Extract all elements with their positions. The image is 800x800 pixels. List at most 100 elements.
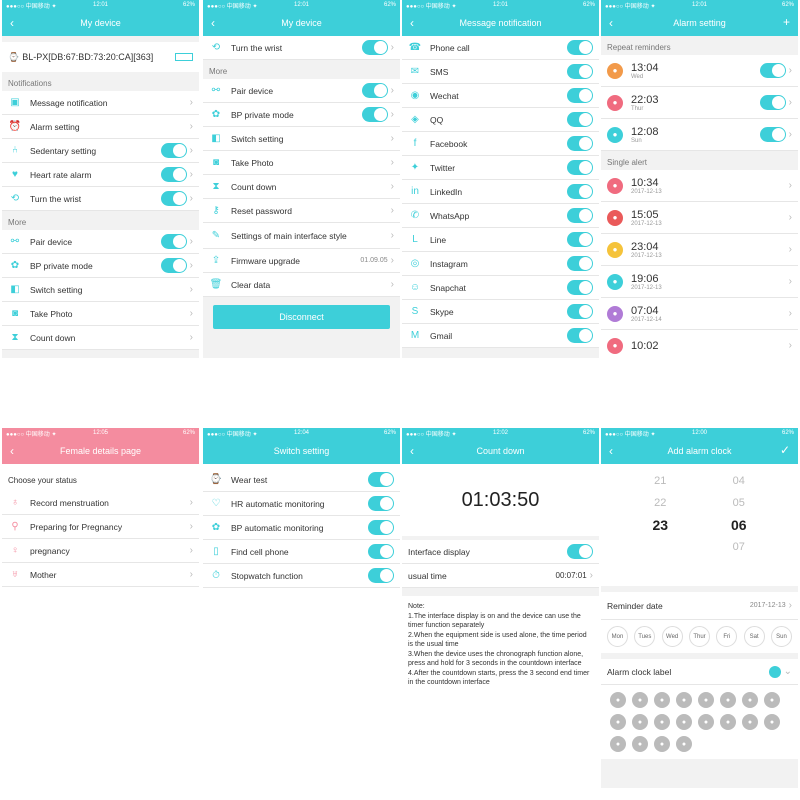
row-wear-test[interactable]: ⌚ Wear test	[203, 468, 400, 492]
row-count-down[interactable]: ⧗ Count down ›	[2, 326, 199, 350]
row-app-notification[interactable]: ✆ WhatsApp	[402, 204, 599, 228]
toggle-switch[interactable]	[759, 95, 786, 110]
row-app-notification[interactable]: ✦ Twitter	[402, 156, 599, 180]
day-sun[interactable]: Sun	[770, 626, 792, 647]
toggle-switch[interactable]	[160, 167, 187, 182]
add-icon[interactable]: +	[782, 15, 790, 29]
toggle-switch[interactable]	[567, 40, 593, 55]
time-picker[interactable]: 21 22 23 04 05 06 07	[601, 464, 798, 586]
toggle-switch[interactable]	[567, 304, 593, 319]
row-app-notification[interactable]: ◈ QQ	[402, 108, 599, 132]
row-app-notification[interactable]: in LinkedIn	[402, 180, 599, 204]
label-option-icon[interactable]: ●	[632, 692, 648, 708]
row-usual-time[interactable]: usual time 00:07:01 ›	[402, 564, 599, 588]
row-switch-setting[interactable]: ◧ Switch setting ›	[2, 278, 199, 302]
label-option-icon[interactable]: ●	[720, 714, 736, 730]
row-sedentary[interactable]: ⑃ Sedentary setting ›	[2, 139, 199, 163]
back-icon[interactable]: ‹	[10, 16, 14, 30]
hour-selected[interactable]: 23	[652, 517, 669, 533]
confirm-icon[interactable]: ✓	[779, 443, 790, 457]
alarm-item[interactable]: ● 10:02 ›	[601, 330, 798, 358]
toggle-switch[interactable]	[759, 63, 786, 78]
label-option-icon[interactable]: ●	[676, 736, 692, 752]
toggle-switch[interactable]	[567, 208, 593, 223]
row-app-notification[interactable]: ✉ SMS	[402, 60, 599, 84]
label-option-icon[interactable]: ●	[764, 692, 780, 708]
row-turn-wrist[interactable]: ⟲ Turn the wrist ›	[2, 187, 199, 211]
toggle-switch[interactable]	[368, 520, 394, 535]
toggle-switch[interactable]	[567, 64, 593, 79]
row-find-phone[interactable]: ▯ Find cell phone	[203, 540, 400, 564]
back-icon[interactable]: ‹	[410, 444, 414, 458]
row-stopwatch[interactable]: ⏱ Stopwatch function	[203, 564, 400, 588]
alarm-item[interactable]: ● 10:34 2017-12-13 ›	[601, 170, 798, 202]
row-app-notification[interactable]: ☎ Phone call	[402, 36, 599, 60]
alarm-item[interactable]: ● 23:04 2017-12-13 ›	[601, 234, 798, 266]
toggle-switch[interactable]	[160, 234, 187, 249]
day-thu[interactable]: Thur	[688, 626, 710, 647]
label-option-icon[interactable]: ●	[610, 736, 626, 752]
alarm-item[interactable]: ● 22:03 Thur ›	[601, 87, 798, 119]
day-wed[interactable]: Wed	[661, 626, 683, 647]
toggle-switch[interactable]	[368, 472, 394, 487]
minute-option[interactable]: 04	[732, 475, 745, 487]
day-fri[interactable]: Fri	[716, 626, 738, 647]
row-alarm-label[interactable]: Alarm clock label ⌄	[601, 659, 798, 685]
label-option-icon[interactable]: ●	[654, 736, 670, 752]
toggle-switch[interactable]	[567, 112, 593, 127]
row-pair-device[interactable]: ⚯ Pair device ›	[2, 230, 199, 254]
alarm-item[interactable]: ● 19:06 2017-12-13 ›	[601, 266, 798, 298]
alarm-item[interactable]: ● 07:04 2017-12-14 ›	[601, 298, 798, 330]
row-heart-rate[interactable]: ♥ Heart rate alarm ›	[2, 163, 199, 187]
row-reset-password[interactable]: ⚷ Reset password ›	[203, 199, 400, 223]
hour-option[interactable]: 21	[654, 475, 667, 487]
row-turn-wrist[interactable]: ⟲ Turn the wrist ›	[203, 36, 400, 60]
row-app-notification[interactable]: S Skype	[402, 300, 599, 324]
toggle-switch[interactable]	[368, 568, 394, 583]
row-reminder-date[interactable]: Reminder date 2017-12-13 ›	[601, 592, 798, 620]
back-icon[interactable]: ‹	[609, 16, 613, 30]
minute-wheel[interactable]: 04 05 06 07	[731, 470, 747, 580]
label-option-icon[interactable]: ●	[764, 714, 780, 730]
toggle-switch[interactable]	[759, 127, 786, 142]
row-switch-setting[interactable]: ◧ Switch setting ›	[203, 127, 400, 151]
minute-option[interactable]: 05	[732, 497, 745, 509]
toggle-switch[interactable]	[160, 191, 187, 206]
row-app-notification[interactable]: ◉ Wechat	[402, 84, 599, 108]
alarm-item[interactable]: ● 12:08 Sun ›	[601, 119, 798, 151]
row-firmware-upgrade[interactable]: ⇪ Firmware upgrade 01.09.05 ›	[203, 249, 400, 273]
day-mon[interactable]: Mon	[607, 626, 628, 647]
minute-option[interactable]	[731, 558, 747, 580]
row-app-notification[interactable]: L Line	[402, 228, 599, 252]
label-option-icon[interactable]: ●	[610, 714, 626, 730]
label-option-icon[interactable]: ●	[720, 692, 736, 708]
toggle-switch[interactable]	[567, 256, 593, 271]
toggle-switch[interactable]	[368, 544, 394, 559]
toggle-switch[interactable]	[361, 83, 388, 98]
row-count-down[interactable]: ⧗ Count down ›	[203, 175, 400, 199]
row-hr-monitoring[interactable]: ♡ HR automatic monitoring	[203, 492, 400, 516]
label-option-icon[interactable]: ●	[632, 736, 648, 752]
hour-option[interactable]	[652, 558, 668, 580]
row-bp-private[interactable]: ✿ BP private mode ›	[2, 254, 199, 278]
row-main-interface-style[interactable]: ✎ Settings of main interface style ›	[203, 223, 400, 249]
minute-option[interactable]: 07	[732, 541, 745, 553]
row-pregnancy[interactable]: ♀ pregnancy ›	[2, 539, 199, 563]
label-option-icon[interactable]: ●	[654, 692, 670, 708]
device-row[interactable]: ⌚ BL-PX[DB:67:BD:73:20:CA][363]	[2, 42, 199, 72]
alarm-item[interactable]: ● 15:05 2017-12-13 ›	[601, 202, 798, 234]
label-option-icon[interactable]: ●	[742, 714, 758, 730]
label-option-icon[interactable]: ●	[698, 714, 714, 730]
row-app-notification[interactable]: ◎ Instagram	[402, 252, 599, 276]
row-bp-private[interactable]: ✿ BP private mode ›	[203, 103, 400, 127]
hour-option[interactable]: 22	[654, 497, 667, 509]
toggle-switch[interactable]	[567, 280, 593, 295]
toggle-switch[interactable]	[567, 184, 593, 199]
row-app-notification[interactable]: M Gmail	[402, 324, 599, 348]
label-option-icon[interactable]: ●	[742, 692, 758, 708]
toggle-switch[interactable]	[567, 232, 593, 247]
hour-option[interactable]	[652, 536, 668, 558]
label-option-icon[interactable]: ●	[632, 714, 648, 730]
toggle-switch[interactable]	[567, 160, 593, 175]
back-icon[interactable]: ‹	[609, 444, 613, 458]
